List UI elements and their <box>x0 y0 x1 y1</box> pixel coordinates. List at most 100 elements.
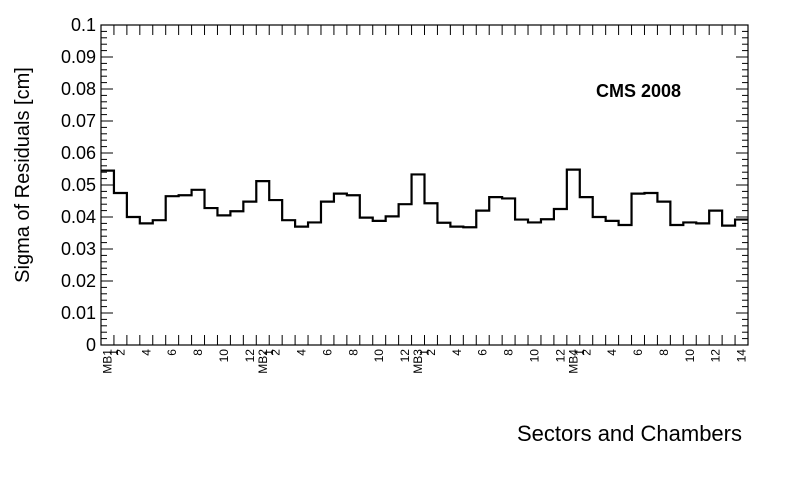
x-tick-label: 10 <box>372 349 386 363</box>
x-tick-label: 12 <box>553 349 567 363</box>
bin-mark <box>735 218 748 222</box>
x-tick-label: 1 <box>418 349 432 356</box>
x-tick-label: 10 <box>217 349 231 363</box>
bin-mark <box>308 220 321 224</box>
bin-mark <box>476 209 489 213</box>
bin-mark <box>425 201 438 205</box>
bin-mark <box>243 200 256 204</box>
x-tick-label: 6 <box>165 349 179 356</box>
y-tick-label: 0.04 <box>61 207 96 227</box>
bin-mark <box>696 221 709 225</box>
bin-mark <box>217 213 230 217</box>
bin-mark <box>683 220 696 224</box>
bin-mark <box>619 223 632 227</box>
x-tick-label: 10 <box>527 349 541 363</box>
y-tick-label: 0.1 <box>71 15 96 35</box>
x-tick-label: 6 <box>476 349 490 356</box>
series-line <box>101 168 748 229</box>
bin-mark <box>127 215 140 219</box>
x-tick-label: 8 <box>502 349 516 356</box>
y-tick-label: 0.06 <box>61 143 96 163</box>
bin-mark <box>515 218 528 222</box>
y-axis-title: Sigma of Residuals [cm] <box>12 67 34 283</box>
x-tick-label: 2 <box>424 349 438 356</box>
bin-mark <box>153 218 166 222</box>
bin-mark <box>295 225 308 229</box>
bin-mark <box>269 198 282 202</box>
y-tick-label: 0.08 <box>61 79 96 99</box>
bin-mark <box>140 221 153 225</box>
x-tick-label: 10 <box>683 349 697 363</box>
bin-mark <box>528 220 541 224</box>
bin-mark <box>541 217 554 221</box>
bin-mark <box>437 221 450 225</box>
x-tick-label: 1 <box>107 349 121 356</box>
x-tick-label: 8 <box>191 349 205 356</box>
bin-mark <box>334 192 347 196</box>
bin-mark <box>360 216 373 220</box>
x-tick-label: 14 <box>735 349 749 363</box>
x-tick-label: MB3 <box>411 349 425 374</box>
bin-mark <box>580 195 593 199</box>
y-tick-label: 0.03 <box>61 239 96 259</box>
bin-mark <box>230 209 243 213</box>
bin-mark <box>644 191 657 195</box>
x-tick-label: 1 <box>262 349 276 356</box>
y-tick-label: 0.09 <box>61 47 96 67</box>
bin-mark <box>192 188 205 192</box>
x-tick-label: 6 <box>631 349 645 356</box>
x-tick-label: 2 <box>579 349 593 356</box>
x-tick-label: 4 <box>605 349 619 356</box>
x-tick-label: 2 <box>113 349 127 356</box>
x-tick-label: MB4 <box>566 349 580 374</box>
bin-mark <box>321 200 334 204</box>
bin-mark <box>450 225 463 229</box>
bin-mark <box>632 192 645 196</box>
bin-mark <box>205 206 218 210</box>
bin-mark <box>657 200 670 204</box>
bin-mark <box>179 193 192 197</box>
bin-mark <box>670 223 683 227</box>
bin-mark <box>489 195 502 199</box>
x-tick-label: 12 <box>398 349 412 363</box>
x-axis-title: Sectors and Chambers <box>517 421 742 446</box>
x-tick-label: 12 <box>709 349 723 363</box>
bin-mark <box>709 209 722 213</box>
y-tick-label: 0.07 <box>61 111 96 131</box>
bin-mark <box>101 169 114 173</box>
bin-mark <box>412 172 425 176</box>
x-tick-label: 1 <box>573 349 587 356</box>
x-tick-label: 4 <box>450 349 464 356</box>
bin-mark <box>502 196 515 200</box>
bin-mark <box>386 214 399 218</box>
y-tick-label: 0.02 <box>61 271 96 291</box>
bin-mark <box>567 168 580 172</box>
bin-mark <box>593 215 606 219</box>
bin-mark <box>282 218 295 222</box>
bin-mark <box>722 224 735 228</box>
x-tick-label: 12 <box>243 349 257 363</box>
cms-annotation: CMS 2008 <box>596 81 681 101</box>
x-tick-label: MB2 <box>256 349 270 374</box>
x-tick-label: 4 <box>139 349 153 356</box>
bin-mark <box>373 219 386 223</box>
y-tick-label: 0 <box>86 335 96 355</box>
x-tick-label: 2 <box>269 349 283 356</box>
x-tick-label: 8 <box>657 349 671 356</box>
x-tick-label: 8 <box>346 349 360 356</box>
bin-mark <box>554 207 567 211</box>
y-tick-label: 0.01 <box>61 303 96 323</box>
bin-mark <box>166 194 179 198</box>
x-tick-label: 6 <box>320 349 334 356</box>
bin-mark <box>347 193 360 197</box>
bin-mark <box>399 202 412 206</box>
bin-mark <box>114 191 127 195</box>
x-tick-label: 4 <box>295 349 309 356</box>
x-tick-label: MB1 <box>100 349 114 374</box>
y-tick-label: 0.05 <box>61 175 96 195</box>
bin-mark <box>606 219 619 223</box>
bin-mark <box>463 225 476 229</box>
bin-mark <box>256 179 269 183</box>
